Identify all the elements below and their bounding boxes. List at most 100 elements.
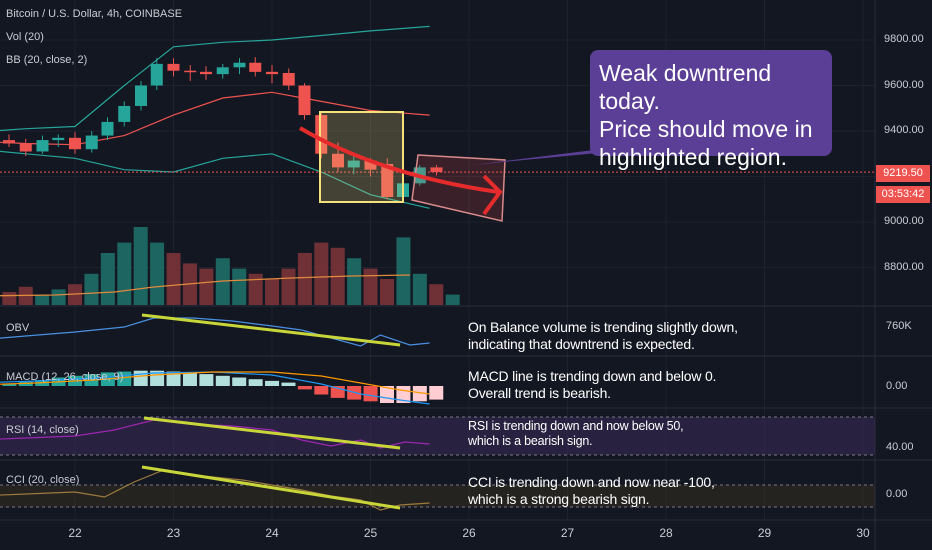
volume-bar bbox=[363, 268, 378, 305]
time-tick-label: 23 bbox=[166, 526, 181, 540]
volume-bar bbox=[84, 273, 99, 305]
cci-axis-label: 0.00 bbox=[886, 488, 908, 500]
macd-signal-line bbox=[0, 371, 430, 395]
candle-body bbox=[216, 67, 229, 75]
rsi-annotation: RSI is trending down and now below 50, w… bbox=[468, 419, 684, 449]
volume-bar bbox=[445, 294, 460, 305]
volume-bar bbox=[347, 258, 362, 305]
volume-bar bbox=[297, 253, 312, 305]
cci-trend-line bbox=[141, 465, 401, 510]
time-tick-label: 24 bbox=[265, 526, 279, 540]
volume-ma-line bbox=[0, 274, 410, 297]
macd-histogram-bar bbox=[330, 386, 345, 398]
macd-histogram-bar bbox=[232, 377, 247, 386]
obv-line bbox=[0, 317, 430, 347]
candle-body bbox=[364, 160, 377, 170]
candle-body bbox=[36, 140, 49, 152]
cci-band bbox=[0, 485, 875, 507]
symbol-title: Bitcoin / U.S. Dollar, 4h, COINBASE bbox=[6, 8, 183, 20]
obv-axis-label: 760K bbox=[886, 320, 912, 332]
rsi-label[interactable]: RSI (14, close) bbox=[6, 424, 79, 436]
candle-body bbox=[381, 163, 394, 197]
candle-body bbox=[249, 62, 262, 72]
candle-body bbox=[101, 121, 114, 136]
obv-annotation-line-2: indicating that downtrend is expected. bbox=[468, 336, 695, 352]
callout-line-2: Price should move in bbox=[599, 116, 813, 142]
candle-body bbox=[52, 137, 65, 141]
macd-histogram-bar bbox=[314, 386, 329, 395]
rsi-band bbox=[0, 417, 875, 455]
countdown-tag: 03:53:42 bbox=[876, 186, 930, 203]
macd-histogram-bar bbox=[199, 374, 214, 386]
volume-bar bbox=[35, 294, 50, 305]
volume-bar bbox=[166, 253, 181, 305]
forecast-callout: Weak downtrend today. Price should move … bbox=[590, 50, 832, 170]
candle-body bbox=[3, 140, 16, 144]
macd-histogram-bar bbox=[265, 380, 280, 386]
volume-bar bbox=[265, 279, 280, 305]
candle-body bbox=[118, 105, 131, 122]
macd-annotation-line-2: Overall trend is bearish. bbox=[468, 385, 611, 401]
candle-body bbox=[315, 115, 328, 154]
obv-trend-line bbox=[141, 313, 401, 347]
time-tick-label: 28 bbox=[659, 526, 673, 540]
candles bbox=[3, 57, 443, 200]
bb-upper-band bbox=[0, 25, 430, 132]
candle-body bbox=[19, 143, 32, 152]
volume-legend[interactable]: Vol (20) bbox=[6, 31, 44, 43]
macd-histogram-bar bbox=[429, 386, 444, 400]
macd-histogram-bar bbox=[166, 371, 181, 386]
bb-basis-line bbox=[0, 91, 430, 146]
candle-body bbox=[167, 63, 180, 71]
volume-bar bbox=[133, 227, 148, 305]
volume-bar bbox=[281, 268, 296, 305]
time-tick-label: 26 bbox=[462, 526, 476, 540]
candle-body bbox=[69, 137, 81, 150]
callout-line-3: highlighted region. bbox=[599, 144, 787, 170]
macd-line bbox=[0, 371, 430, 405]
macd-histogram-bar bbox=[281, 382, 296, 386]
forecast-arrow-head bbox=[482, 174, 503, 216]
indicator-panes bbox=[0, 313, 875, 511]
time-tick-label: 29 bbox=[757, 526, 772, 540]
price-tick-label: 9400.00 bbox=[884, 124, 924, 136]
macd-axis-label: 0.00 bbox=[886, 380, 908, 392]
obv-label[interactable]: OBV bbox=[6, 322, 30, 334]
rsi-axis-label: 40.00 bbox=[886, 441, 914, 453]
cci-label[interactable]: CCI (20, close) bbox=[6, 474, 80, 486]
macd-label[interactable]: MACD (12, 26, close, 9) bbox=[6, 371, 124, 383]
volume-bar bbox=[396, 237, 411, 305]
candle-body bbox=[233, 62, 246, 68]
price-tick-label: 8800.00 bbox=[884, 260, 924, 273]
rsi-trend-line bbox=[143, 416, 401, 450]
candle-body bbox=[282, 72, 295, 86]
bb-legend[interactable]: BB (20, close, 2) bbox=[6, 54, 88, 66]
volume-bar bbox=[2, 292, 17, 305]
volume-bar bbox=[117, 242, 132, 305]
volume-bar bbox=[199, 268, 214, 305]
macd-histogram-bar bbox=[412, 386, 427, 402]
time-tick-label: 30 bbox=[856, 526, 870, 540]
candle-body bbox=[184, 70, 197, 73]
candle-body bbox=[85, 135, 98, 150]
rsi-annotation-line-2: which is a bearish sign. bbox=[468, 434, 593, 448]
cci-annotation-line-2: which is a strong bearish sign. bbox=[468, 491, 650, 507]
candle-body bbox=[331, 153, 344, 168]
volume-bar bbox=[379, 279, 394, 305]
time-tick-label: 27 bbox=[560, 526, 575, 540]
volume-bar bbox=[248, 273, 263, 305]
volume-bar bbox=[314, 242, 329, 305]
rsi-annotation-line-1: RSI is trending down and now below 50, bbox=[468, 419, 684, 433]
macd-histogram-bar bbox=[248, 379, 263, 386]
macd-histogram-bar bbox=[363, 386, 378, 402]
obv-annotation-line-1: On Balance volume is trending slightly d… bbox=[468, 319, 738, 335]
callout-line-1: Weak downtrend today. bbox=[599, 60, 772, 114]
macd-annotation: MACD line is trending down and below 0. … bbox=[468, 368, 716, 402]
candle-body bbox=[430, 167, 443, 173]
volume-bar bbox=[100, 253, 115, 305]
volume-bar bbox=[150, 242, 165, 305]
cci-annotation-line-1: CCI is trending down and now near -100, bbox=[468, 474, 715, 490]
price-tick-label: 9000.00 bbox=[884, 215, 924, 227]
last-price-tag: 9219.50 bbox=[876, 165, 930, 182]
